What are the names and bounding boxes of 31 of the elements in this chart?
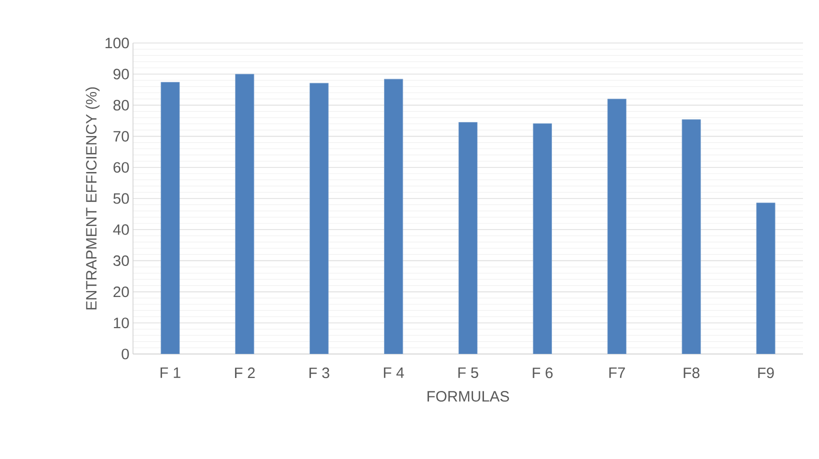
bar xyxy=(310,82,329,354)
x-tick-label: F 6 xyxy=(532,368,553,378)
bar xyxy=(532,123,552,354)
x-tick-label: F8 xyxy=(684,368,700,378)
x-tick-label: F 1 xyxy=(160,368,180,378)
bar xyxy=(458,122,478,354)
bar xyxy=(235,74,254,354)
x-tick-label: F 5 xyxy=(458,368,478,378)
bar xyxy=(160,82,180,354)
y-tick-label: 20 xyxy=(114,286,129,298)
bar xyxy=(756,202,776,354)
y-tick-label: 30 xyxy=(113,255,129,266)
y-tick-label: 0 xyxy=(122,348,129,360)
x-tick-label: F7 xyxy=(609,368,625,378)
y-tick-label: 10 xyxy=(114,318,129,328)
x-tick-label: F9 xyxy=(758,368,774,378)
y-tick-label: 50 xyxy=(113,193,129,204)
bar xyxy=(682,119,701,354)
x-tick-label: F 4 xyxy=(384,368,404,378)
bar xyxy=(384,78,404,354)
x-axis-title: FORMULAS xyxy=(428,391,509,402)
y-axis-title: ENTRAPMENT EFFICIENCY (%) xyxy=(86,87,100,310)
y-tick-label: 40 xyxy=(113,224,129,235)
y-tick-label: 80 xyxy=(113,100,129,111)
y-tick-label: 60 xyxy=(114,162,129,173)
y-tick-label: 100 xyxy=(106,38,129,48)
bar xyxy=(607,98,626,354)
y-tick-label: 70 xyxy=(114,130,129,142)
x-tick-label: F 3 xyxy=(310,368,330,378)
x-tick-label: F 2 xyxy=(235,368,255,378)
y-tick-label: 90 xyxy=(113,68,129,80)
